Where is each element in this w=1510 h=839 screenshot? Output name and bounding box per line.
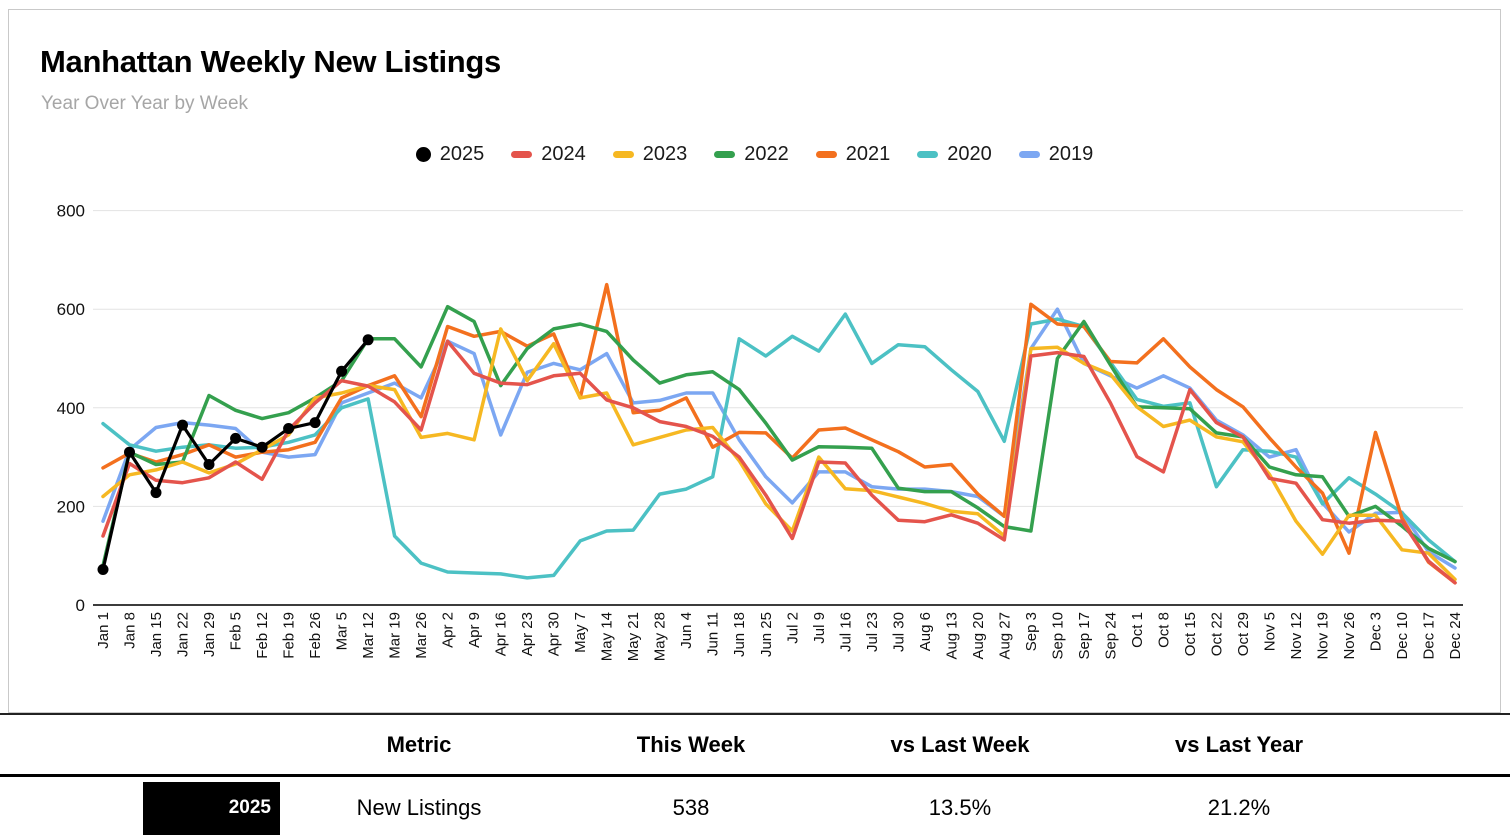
legend-item-2021[interactable]: 2021 [815, 143, 891, 166]
svg-text:Jul 9: Jul 9 [811, 612, 828, 644]
svg-text:Jan 15: Jan 15 [148, 612, 165, 657]
svg-text:Jun 25: Jun 25 [758, 612, 775, 657]
svg-text:Jun 11: Jun 11 [705, 612, 722, 656]
svg-text:Feb 26: Feb 26 [307, 612, 324, 659]
svg-text:Sep 3: Sep 3 [1023, 612, 1040, 651]
cell-this-week: 538 [672, 795, 710, 820]
svg-text:Jan 22: Jan 22 [175, 612, 192, 657]
svg-text:Apr 23: Apr 23 [519, 612, 536, 656]
svg-text:Sep 10: Sep 10 [1049, 612, 1066, 660]
svg-text:Feb 19: Feb 19 [281, 612, 298, 659]
svg-text:Jan 29: Jan 29 [201, 612, 218, 657]
svg-text:Apr 30: Apr 30 [546, 612, 563, 656]
legend-item-2024[interactable]: 2024 [511, 143, 586, 166]
year-badge: 2025 [143, 781, 280, 835]
svg-text:Sep 24: Sep 24 [1102, 612, 1119, 660]
svg-text:800: 800 [57, 202, 85, 221]
svg-text:Dec 10: Dec 10 [1394, 612, 1411, 660]
svg-text:Dec 24: Dec 24 [1447, 612, 1464, 660]
svg-text:Dec 3: Dec 3 [1368, 612, 1385, 651]
header-metric: Metric [386, 731, 452, 757]
svg-text:Aug 13: Aug 13 [943, 612, 960, 660]
legend-label: 2025 [439, 143, 485, 165]
legend-marker-2024-icon [511, 151, 533, 158]
svg-text:Aug 27: Aug 27 [996, 612, 1013, 660]
svg-text:600: 600 [57, 300, 85, 319]
svg-text:Nov 12: Nov 12 [1288, 612, 1305, 660]
svg-text:May 7: May 7 [572, 612, 589, 653]
legend-label: 2024 [541, 143, 586, 165]
legend-label: 2021 [845, 143, 891, 165]
svg-text:Mar 19: Mar 19 [387, 612, 404, 659]
table-row: 2025 New Listings 538 13.5% 21.2% [0, 777, 1510, 839]
svg-text:0: 0 [76, 596, 85, 615]
chart-card: Manhattan Weekly New Listings Year Over … [8, 9, 1501, 713]
svg-text:Oct 22: Oct 22 [1208, 612, 1225, 656]
svg-text:Mar 26: Mar 26 [413, 612, 430, 659]
legend-marker-2022-icon [714, 151, 736, 158]
year-cell: 2025 [0, 781, 300, 835]
legend-marker-2019-icon [1018, 151, 1040, 158]
svg-text:Mar 5: Mar 5 [334, 612, 351, 650]
svg-text:Aug 20: Aug 20 [970, 612, 987, 660]
page-title: Manhattan Weekly New Listings [40, 44, 501, 79]
header-this-week: This Week [636, 731, 746, 757]
svg-text:Apr 2: Apr 2 [440, 612, 457, 648]
svg-text:May 21: May 21 [625, 612, 642, 661]
legend-item-2022[interactable]: 2022 [714, 143, 789, 166]
chart-legend: 2025 2024 2023 2022 2021 2020 2019 [9, 143, 1500, 166]
svg-text:Apr 16: Apr 16 [493, 612, 510, 656]
yoy-line-chart: 0 200 400 600 800 Jan 1 Jan 8 Jan 15 Jan 22 Jan 2… [57, 202, 1464, 662]
legend-item-2023[interactable]: 2023 [612, 143, 688, 166]
legend-item-2025[interactable]: 2025 [415, 143, 485, 166]
cell-vs-last-week: 13.5% [928, 795, 992, 820]
svg-text:Jun 4: Jun 4 [678, 612, 695, 649]
legend-label: 2023 [642, 143, 688, 165]
svg-text:Oct 15: Oct 15 [1182, 612, 1199, 656]
svg-text:Oct 8: Oct 8 [1155, 612, 1172, 648]
legend-label: 2022 [744, 143, 789, 165]
svg-text:Oct 1: Oct 1 [1129, 612, 1146, 648]
legend-marker-2021-icon [815, 151, 837, 158]
page-subtitle: Year Over Year by Week [41, 93, 249, 114]
svg-text:Oct 29: Oct 29 [1235, 612, 1252, 656]
svg-text:Nov 5: Nov 5 [1261, 612, 1278, 651]
svg-text:Mar 12: Mar 12 [360, 612, 377, 659]
legend-item-2020[interactable]: 2020 [917, 143, 992, 166]
legend-marker-2025-icon [415, 147, 431, 162]
summary-table-header-row: Metric This Week vs Last Week vs Last Ye… [0, 715, 1510, 777]
svg-text:Jan 1: Jan 1 [95, 612, 112, 649]
svg-text:Jun 18: Jun 18 [731, 612, 748, 657]
svg-text:May 14: May 14 [599, 612, 616, 661]
svg-text:May 28: May 28 [652, 612, 669, 661]
legend-item-2019[interactable]: 2019 [1018, 143, 1094, 166]
svg-text:Jul 2: Jul 2 [784, 612, 801, 644]
summary-table: Metric This Week vs Last Week vs Last Ye… [0, 713, 1510, 839]
svg-text:Jul 23: Jul 23 [864, 612, 881, 652]
legend-label: 2020 [947, 143, 992, 165]
legend-label: 2019 [1048, 143, 1094, 165]
header-vs-last-year: vs Last Year [1174, 731, 1304, 757]
svg-text:200: 200 [57, 497, 85, 516]
svg-text:Nov 26: Nov 26 [1341, 612, 1358, 660]
svg-text:Dec 17: Dec 17 [1421, 612, 1438, 660]
header-vs-last-week: vs Last Week [890, 731, 1030, 757]
cell-metric: New Listings [356, 795, 482, 820]
svg-text:Feb 12: Feb 12 [254, 612, 271, 659]
legend-marker-2023-icon [612, 151, 634, 158]
svg-text:Jan 8: Jan 8 [122, 612, 139, 649]
cell-vs-last-year: 21.2% [1207, 795, 1271, 820]
legend-marker-2020-icon [917, 151, 939, 158]
svg-text:Apr 9: Apr 9 [466, 612, 483, 648]
svg-text:Nov 19: Nov 19 [1315, 612, 1332, 660]
svg-text:Jul 30: Jul 30 [890, 612, 907, 652]
svg-text:Feb 5: Feb 5 [228, 612, 245, 650]
svg-text:400: 400 [57, 399, 85, 418]
svg-text:Sep 17: Sep 17 [1076, 612, 1093, 660]
svg-text:Jul 16: Jul 16 [837, 612, 854, 652]
svg-text:Aug 6: Aug 6 [917, 612, 934, 651]
